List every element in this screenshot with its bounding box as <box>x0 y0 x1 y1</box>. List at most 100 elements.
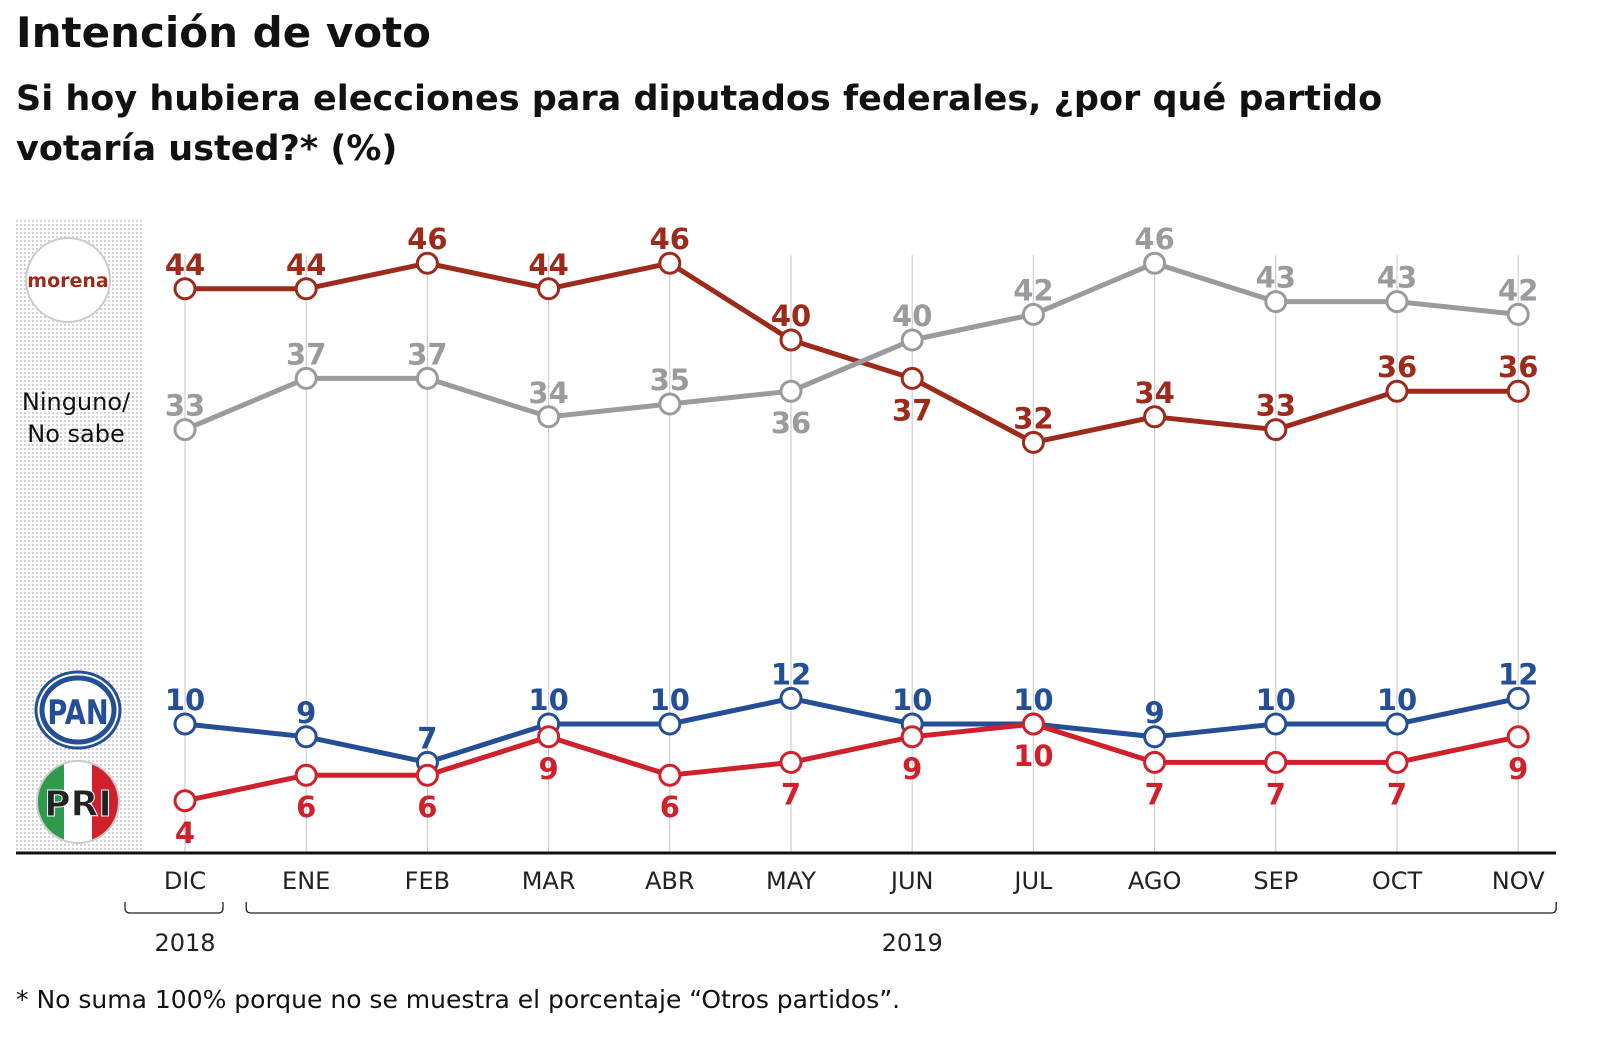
data-label: 32 <box>1013 401 1053 435</box>
x-tick-label: AGO <box>1128 867 1181 895</box>
data-label: 10 <box>650 683 690 717</box>
data-point <box>173 277 197 301</box>
x-tick-label: NOV <box>1492 867 1545 895</box>
legend-pri: PRI <box>44 784 112 825</box>
data-label: 9 <box>902 752 922 786</box>
data-label: 44 <box>286 248 326 282</box>
series-pri: 4 6 6 9 6 7 9 10 7 7 7 9 <box>173 712 1530 850</box>
data-label: 36 <box>771 406 811 440</box>
data-point <box>779 328 803 352</box>
data-point <box>294 277 318 301</box>
data-label: 9 <box>1145 696 1165 730</box>
data-label: 40 <box>771 299 811 333</box>
data-point <box>900 725 924 749</box>
data-label: 7 <box>1266 777 1286 811</box>
data-label: 6 <box>660 790 680 824</box>
x-tick-label: SEP <box>1253 867 1298 895</box>
x-tick-label: JUN <box>889 867 934 895</box>
legend-ninguno-line1: Ninguno/ <box>22 388 131 416</box>
data-point <box>1264 750 1288 774</box>
data-label: 4 <box>175 816 195 850</box>
data-label: 9 <box>1508 752 1528 786</box>
year-bracket <box>124 902 224 914</box>
data-point <box>173 789 197 813</box>
data-point <box>294 763 318 787</box>
year-label: 2019 <box>882 929 943 957</box>
data-point <box>900 366 924 390</box>
legend-ninguno-line2: No sabe <box>27 420 124 448</box>
data-label: 10 <box>1256 683 1296 717</box>
data-label: 33 <box>1256 389 1296 423</box>
x-tick-label: FEB <box>405 867 450 895</box>
series-morena: 44 44 46 44 46 40 37 32 34 33 36 36 <box>165 222 1538 454</box>
data-point <box>1143 725 1167 749</box>
x-tick-label: JUL <box>1012 867 1053 895</box>
series-line <box>185 260 1519 445</box>
data-point <box>294 725 318 749</box>
data-label: 36 <box>1377 350 1417 384</box>
data-point <box>1021 430 1045 454</box>
data-label: 10 <box>892 683 932 717</box>
data-point <box>900 328 924 352</box>
data-label: 33 <box>165 389 205 423</box>
data-label: 44 <box>165 248 205 282</box>
data-label: 7 <box>417 721 437 755</box>
data-point <box>1506 725 1530 749</box>
data-point <box>537 725 561 749</box>
data-point <box>1021 302 1045 326</box>
data-label: 7 <box>1145 777 1165 811</box>
data-label: 43 <box>1377 261 1417 295</box>
data-label: 34 <box>1134 376 1174 410</box>
x-tick-label: ABR <box>645 867 695 895</box>
data-label: 6 <box>417 790 437 824</box>
data-label: 37 <box>407 337 447 371</box>
data-label: 44 <box>528 248 568 282</box>
x-tick-label: MAY <box>766 867 816 895</box>
data-point <box>1385 750 1409 774</box>
pri-logo: PRI <box>36 760 120 844</box>
data-point <box>537 277 561 301</box>
data-label: 36 <box>1498 350 1538 384</box>
data-label: 37 <box>892 393 932 427</box>
data-point <box>415 251 439 275</box>
data-point <box>1506 302 1530 326</box>
data-point <box>537 405 561 429</box>
data-label: 34 <box>528 376 568 410</box>
data-point <box>1264 418 1288 442</box>
year-label: 2018 <box>154 929 215 957</box>
data-point <box>1506 379 1530 403</box>
data-label: 12 <box>771 657 811 691</box>
data-label: 42 <box>1498 273 1538 307</box>
data-label: 46 <box>650 222 690 256</box>
data-point <box>779 686 803 710</box>
series-ninguno-no-sabe: 33 37 37 34 35 36 40 42 46 43 43 42 <box>165 222 1538 442</box>
data-point <box>1143 750 1167 774</box>
data-point <box>1385 290 1409 314</box>
data-point <box>658 392 682 416</box>
data-point <box>658 763 682 787</box>
data-label: 46 <box>407 222 447 256</box>
data-point <box>1385 379 1409 403</box>
data-label: 7 <box>1387 777 1407 811</box>
data-point <box>1021 712 1045 736</box>
data-point <box>1143 251 1167 275</box>
data-point <box>415 366 439 390</box>
data-point <box>779 379 803 403</box>
series-line <box>184 260 1519 432</box>
data-label: 7 <box>781 777 801 811</box>
morena-logo: morena <box>25 237 111 323</box>
data-label: 9 <box>539 752 559 786</box>
data-label: 9 <box>296 696 316 730</box>
data-point <box>1264 712 1288 736</box>
data-point <box>1506 686 1530 710</box>
x-tick-label: OCT <box>1372 867 1423 895</box>
data-label: 42 <box>1013 273 1053 307</box>
data-label: 37 <box>286 337 326 371</box>
data-label: 46 <box>1134 222 1174 256</box>
year-bracket <box>245 902 1557 914</box>
data-label: 10 <box>528 683 568 717</box>
data-point <box>1385 712 1409 736</box>
legend-pan: PAN <box>47 693 108 733</box>
data-point <box>415 763 439 787</box>
